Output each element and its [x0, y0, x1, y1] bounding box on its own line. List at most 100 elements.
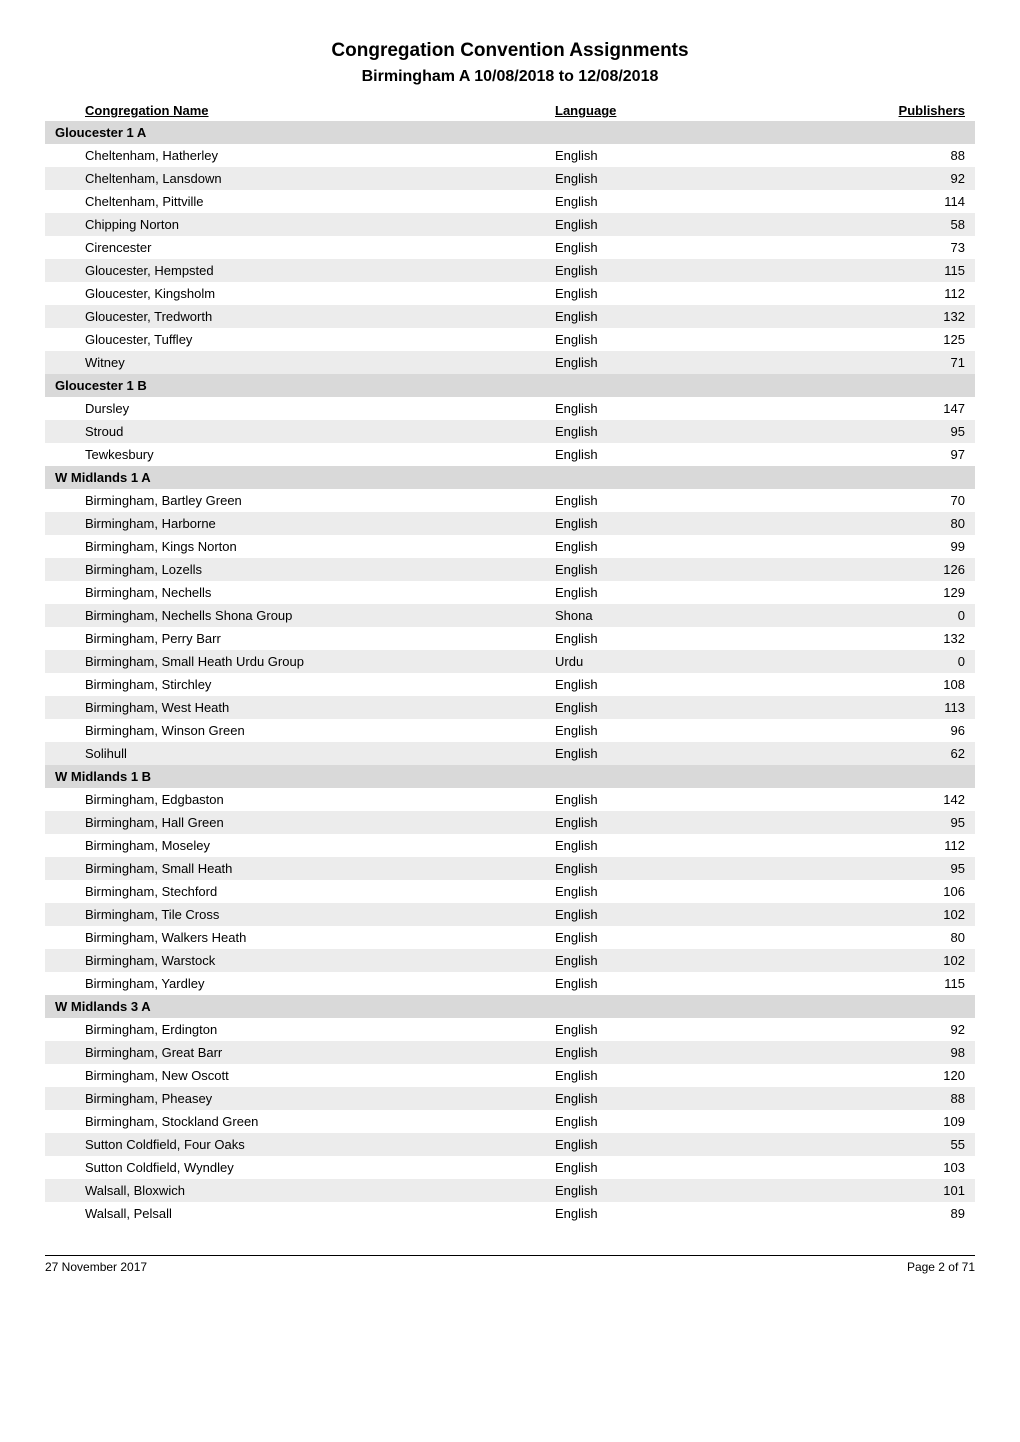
cell-publishers: 96 [805, 723, 975, 738]
cell-publishers: 99 [805, 539, 975, 554]
cell-publishers: 92 [805, 171, 975, 186]
cell-publishers: 95 [805, 424, 975, 439]
cell-congregation-name: Cheltenham, Hatherley [45, 148, 555, 163]
cell-language: English [555, 838, 805, 853]
cell-congregation-name: Birmingham, Walkers Heath [45, 930, 555, 945]
cell-language: English [555, 585, 805, 600]
table-row: Birmingham, Winson GreenEnglish96 [45, 719, 975, 742]
section-header: Gloucester 1 A [45, 121, 975, 144]
table-row: Gloucester, KingsholmEnglish112 [45, 282, 975, 305]
cell-publishers: 109 [805, 1114, 975, 1129]
table-row: Birmingham, Small Heath Urdu GroupUrdu0 [45, 650, 975, 673]
cell-publishers: 129 [805, 585, 975, 600]
table-row: Birmingham, PheaseyEnglish88 [45, 1087, 975, 1110]
cell-language: English [555, 217, 805, 232]
cell-publishers: 89 [805, 1206, 975, 1221]
cell-language: English [555, 1160, 805, 1175]
cell-congregation-name: Birmingham, Hall Green [45, 815, 555, 830]
cell-language: English [555, 1137, 805, 1152]
cell-language: English [555, 723, 805, 738]
page-title: Congregation Convention Assignments [45, 40, 975, 62]
table-row: Chipping NortonEnglish58 [45, 213, 975, 236]
cell-language: English [555, 1045, 805, 1060]
cell-publishers: 103 [805, 1160, 975, 1175]
cell-publishers: 73 [805, 240, 975, 255]
cell-publishers: 80 [805, 930, 975, 945]
cell-language: English [555, 263, 805, 278]
table-row: Birmingham, StirchleyEnglish108 [45, 673, 975, 696]
table-row: Birmingham, Perry BarrEnglish132 [45, 627, 975, 650]
table-row: Birmingham, EdgbastonEnglish142 [45, 788, 975, 811]
cell-publishers: 98 [805, 1045, 975, 1060]
cell-publishers: 58 [805, 217, 975, 232]
col-header-language: Language [555, 103, 805, 118]
table-row: Cheltenham, PittvilleEnglish114 [45, 190, 975, 213]
cell-language: English [555, 1068, 805, 1083]
cell-congregation-name: Birmingham, Kings Norton [45, 539, 555, 554]
page-footer: 27 November 2017 Page 2 of 71 [45, 1255, 975, 1274]
section-header: W Midlands 3 A [45, 995, 975, 1018]
table-row: Walsall, BloxwichEnglish101 [45, 1179, 975, 1202]
cell-congregation-name: Birmingham, West Heath [45, 700, 555, 715]
cell-language: English [555, 447, 805, 462]
cell-language: English [555, 240, 805, 255]
cell-congregation-name: Birmingham, Harborne [45, 516, 555, 531]
table-row: Birmingham, ErdingtonEnglish92 [45, 1018, 975, 1041]
cell-publishers: 70 [805, 493, 975, 508]
cell-congregation-name: Birmingham, Warstock [45, 953, 555, 968]
table-row: Birmingham, New OscottEnglish120 [45, 1064, 975, 1087]
table-row: Birmingham, StechfordEnglish106 [45, 880, 975, 903]
cell-publishers: 147 [805, 401, 975, 416]
table-row: DursleyEnglish147 [45, 397, 975, 420]
table-row: Birmingham, WarstockEnglish102 [45, 949, 975, 972]
cell-publishers: 55 [805, 1137, 975, 1152]
cell-publishers: 92 [805, 1022, 975, 1037]
cell-language: English [555, 516, 805, 531]
cell-language: English [555, 907, 805, 922]
cell-language: English [555, 194, 805, 209]
cell-language: English [555, 424, 805, 439]
section-header: W Midlands 1 B [45, 765, 975, 788]
cell-publishers: 125 [805, 332, 975, 347]
table-row: Birmingham, Nechells Shona GroupShona0 [45, 604, 975, 627]
section-header: Gloucester 1 B [45, 374, 975, 397]
cell-language: English [555, 1206, 805, 1221]
cell-publishers: 115 [805, 976, 975, 991]
cell-language: English [555, 815, 805, 830]
cell-congregation-name: Birmingham, Yardley [45, 976, 555, 991]
cell-publishers: 112 [805, 838, 975, 853]
cell-language: English [555, 631, 805, 646]
cell-publishers: 0 [805, 654, 975, 669]
cell-language: English [555, 1183, 805, 1198]
table-row: CirencesterEnglish73 [45, 236, 975, 259]
cell-publishers: 0 [805, 608, 975, 623]
section-header: W Midlands 1 A [45, 466, 975, 489]
cell-language: English [555, 493, 805, 508]
cell-congregation-name: Tewkesbury [45, 447, 555, 462]
table-row: Birmingham, MoseleyEnglish112 [45, 834, 975, 857]
table-row: Gloucester, TuffleyEnglish125 [45, 328, 975, 351]
cell-publishers: 126 [805, 562, 975, 577]
cell-language: English [555, 1091, 805, 1106]
table-row: StroudEnglish95 [45, 420, 975, 443]
cell-congregation-name: Gloucester, Kingsholm [45, 286, 555, 301]
table-row: Birmingham, Stockland GreenEnglish109 [45, 1110, 975, 1133]
cell-language: English [555, 1022, 805, 1037]
table-row: Cheltenham, HatherleyEnglish88 [45, 144, 975, 167]
cell-publishers: 62 [805, 746, 975, 761]
cell-publishers: 71 [805, 355, 975, 370]
cell-congregation-name: Cheltenham, Lansdown [45, 171, 555, 186]
cell-publishers: 88 [805, 1091, 975, 1106]
table-row: Cheltenham, LansdownEnglish92 [45, 167, 975, 190]
table-row: Birmingham, Bartley GreenEnglish70 [45, 489, 975, 512]
table-row: WitneyEnglish71 [45, 351, 975, 374]
cell-language: English [555, 562, 805, 577]
table-row: Birmingham, Kings NortonEnglish99 [45, 535, 975, 558]
cell-congregation-name: Gloucester, Tuffley [45, 332, 555, 347]
cell-language: English [555, 976, 805, 991]
cell-publishers: 132 [805, 631, 975, 646]
cell-congregation-name: Walsall, Bloxwich [45, 1183, 555, 1198]
cell-publishers: 97 [805, 447, 975, 462]
cell-congregation-name: Birmingham, Tile Cross [45, 907, 555, 922]
cell-congregation-name: Birmingham, Winson Green [45, 723, 555, 738]
